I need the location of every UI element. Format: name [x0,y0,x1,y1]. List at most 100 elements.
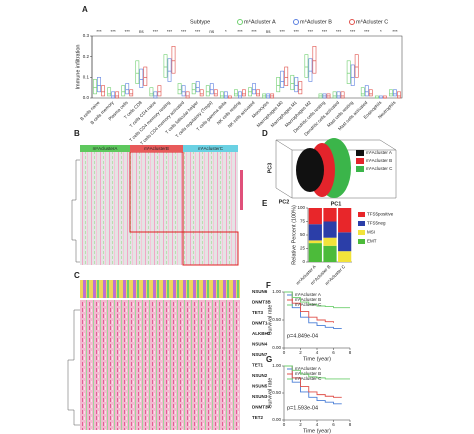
legend-label: MSI [367,230,375,235]
legend-swatch [293,19,299,25]
y-tick-label: 0.50 [272,390,281,395]
box [125,83,130,95]
panel-label: C [74,271,80,280]
group-bar [183,145,238,152]
gene-label: DNMT3A [252,405,271,410]
gene-label: DNMT3B [252,300,271,305]
significance: *** [280,29,286,34]
significance: *** [364,29,370,34]
box [181,85,186,97]
x-tick-label: 2 [299,422,302,427]
y-axis-title: Survival rate [267,378,273,409]
bar-segment [308,240,322,244]
significance: *** [294,29,300,34]
significance: *** [111,29,117,34]
annotation: p=1.593e-04 [287,405,318,411]
box [336,91,341,99]
gene-label: ALKBH1 [252,331,271,336]
survival-curve [284,365,342,405]
survival-curve [284,365,350,380]
box [242,89,246,97]
bar-segment [323,237,337,246]
annotation: p=4.849e-04 [287,333,318,339]
x-tick-label: 8 [349,350,352,355]
legend-label: m⁶Acluster A [366,150,392,155]
significance: *** [96,29,102,34]
box [298,81,303,95]
dendrogram [71,159,80,263]
x-tick-label: 0 [283,350,286,355]
legend-swatch [356,166,364,172]
bar-segment [338,232,352,252]
box [340,91,345,99]
heatmap-cells [80,300,240,430]
box [129,89,134,97]
box [157,85,162,97]
box [139,68,144,88]
y-tick-label: 0.00 [272,345,281,350]
box [195,81,200,93]
bar-segment [323,221,337,238]
significance: *** [392,29,398,34]
panel-label: B [74,129,80,138]
box [346,60,351,84]
x-tick-label: 8 [349,422,352,427]
gene-label: TET2 [252,415,263,420]
y-tick-label: 0.00 [272,417,281,422]
axis-label: PC3 [267,163,273,174]
significance: ns [139,29,145,34]
survival-curve [284,365,342,398]
significance: ns [266,29,272,34]
pca-cluster [296,148,324,192]
y-axis-title: Survival rate [267,305,273,336]
box [97,77,101,93]
gene-label: NSUN4 [252,342,268,347]
significance: *** [125,29,131,34]
legend-label: m⁶Acluster C [295,376,322,381]
dendrogram [67,309,80,426]
group-bar [130,145,183,152]
box [101,85,105,97]
gene-label: NSUN3 [252,394,268,399]
bar-segment [308,208,322,225]
panel-label: F [266,281,271,290]
box [171,46,176,74]
gene-label: DNMT1 [252,321,268,326]
box [167,58,172,82]
legend-swatch [358,221,365,226]
legend-label: m⁶Acluster B [300,18,332,25]
bar-segment [323,208,337,222]
legend-swatch [237,19,243,25]
panel-label: E [262,199,268,208]
box [364,85,369,97]
box [290,74,295,91]
box [294,77,299,93]
significance: *** [153,29,159,34]
annotation-rows [80,280,240,298]
box [354,54,359,78]
significance: *** [336,29,342,34]
legend-title: Subtype [190,19,210,25]
bar-segment [308,243,322,262]
legend-label: TFS5positive [367,212,394,217]
legend-label: m⁶Acluster C [366,166,393,171]
box [153,91,158,99]
gene-label: TET1 [252,363,263,368]
box [393,89,397,97]
y-tick-label: 1.00 [272,289,281,294]
gene-label: NSUN2 [252,373,268,378]
box [143,66,148,86]
legend-swatch [358,230,365,235]
axis-label: PC2 [279,199,290,205]
panel-label: D [262,129,268,138]
box [93,79,97,95]
box [107,87,112,97]
gene-label: NSUN6 [252,289,268,294]
color-key [240,170,243,210]
x-axis-title: Time (year) [303,428,331,434]
y-axis-title: Immune infiltration [75,45,81,90]
significance: ns [209,29,215,34]
box [256,89,260,97]
box [115,91,120,99]
